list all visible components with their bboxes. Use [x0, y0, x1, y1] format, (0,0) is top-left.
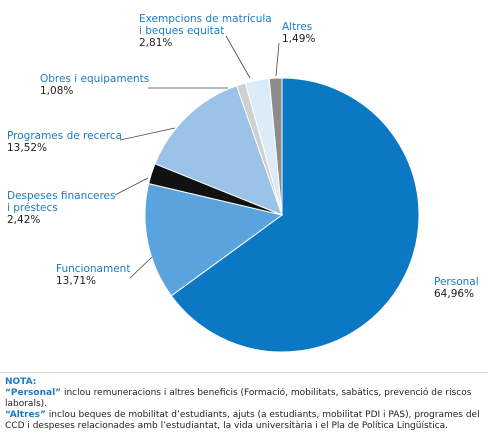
- slice-label-despeses-financeres-i-pr-stecs-line1: Despeses financeres: [7, 190, 116, 202]
- leader-line-funcionament: [129, 256, 153, 279]
- slice-value-funcionament: 13,71%: [56, 275, 96, 287]
- slice-label-despeses-financeres-i-pr-stecs-line2: i préstecs: [7, 202, 58, 214]
- note-personal: “Personal” inclou remuneracions i altres…: [5, 388, 483, 410]
- slice-value-personal: 64,96%: [434, 288, 474, 300]
- slice-label-exempcions-de-matr-cula-i-beques-equitat-line1: Exempcions de matrícula: [139, 13, 272, 25]
- slice-label-obres-i-equipaments: Obres i equipaments: [40, 73, 149, 85]
- slice-value-exempcions-de-matr-cula-i-beques-equitat: 2,81%: [139, 37, 172, 49]
- slice-value-despeses-financeres-i-pr-stecs: 2,42%: [7, 214, 40, 226]
- slice-label-funcionament: Funcionament: [56, 263, 130, 275]
- leader-lines: [114, 35, 280, 279]
- pie-slice-programes-de-recerca: [154, 85, 283, 216]
- slice-label-altres: Altres: [282, 21, 312, 33]
- note-term-personal: “Personal”: [5, 388, 62, 398]
- note-altres: “Altres” inclou beques de mobilitat d’es…: [5, 410, 483, 432]
- note-heading: NOTA:: [5, 377, 37, 387]
- note-divider: [0, 372, 488, 373]
- slice-label-exempcions-de-matr-cula-i-beques-equitat-line2: i beques equitat: [139, 25, 224, 37]
- leader-line-despeses-financeres-i-pr-stecs: [114, 177, 149, 196]
- pie-slice-funcionament: [144, 183, 284, 297]
- note-term-altres: “Altres”: [5, 410, 46, 420]
- slice-label-personal: Personal: [434, 276, 479, 288]
- leader-line-programes-de-recerca: [119, 127, 176, 141]
- pie-slice-personal: [170, 77, 420, 353]
- leader-line-exempcions-de-matr-cula-i-beques-equitat: [225, 35, 251, 79]
- slice-label-programes-de-recerca: Programes de recerca: [7, 130, 122, 142]
- pie-slices: [144, 77, 420, 353]
- note-text-altres: inclou beques de mobilitat d’estudiants,…: [5, 410, 480, 431]
- note-text-personal: inclou remuneracions i altres beneficis …: [5, 388, 472, 409]
- slice-value-obres-i-equipaments: 1,08%: [40, 85, 73, 97]
- pie-slice-altres: [268, 77, 283, 216]
- slice-value-programes-de-recerca: 13,52%: [7, 142, 47, 154]
- chart-note: NOTA: “Personal” inclou remuneracions i …: [5, 377, 483, 432]
- slice-value-altres: 1,49%: [282, 33, 315, 45]
- leader-line-altres: [275, 42, 280, 77]
